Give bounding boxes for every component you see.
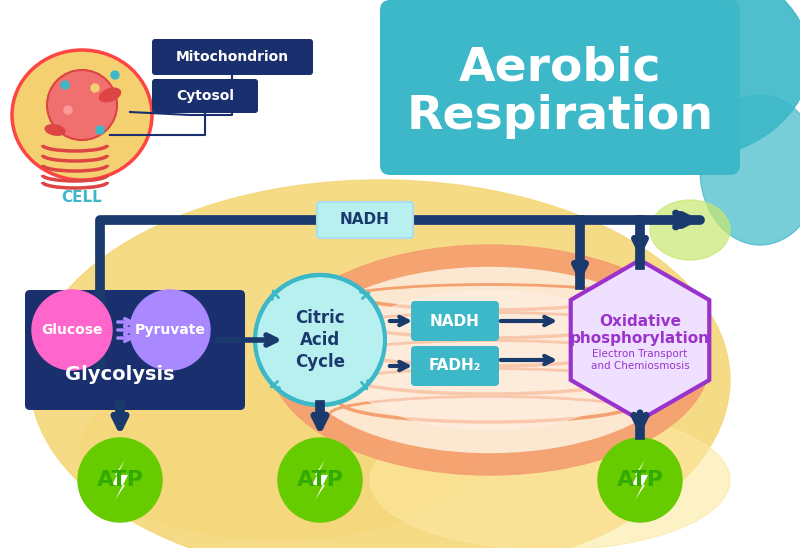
FancyBboxPatch shape bbox=[411, 346, 499, 386]
Ellipse shape bbox=[80, 360, 480, 540]
FancyBboxPatch shape bbox=[25, 290, 245, 410]
FancyBboxPatch shape bbox=[152, 39, 313, 75]
Text: Electron Transport
and Chemiosmosis: Electron Transport and Chemiosmosis bbox=[590, 349, 690, 371]
Circle shape bbox=[64, 106, 72, 114]
Text: NADH: NADH bbox=[340, 213, 390, 227]
Circle shape bbox=[91, 84, 99, 92]
FancyArrowPatch shape bbox=[271, 381, 279, 388]
FancyArrowPatch shape bbox=[361, 292, 369, 299]
Ellipse shape bbox=[45, 125, 65, 135]
Text: FADH₂: FADH₂ bbox=[429, 358, 481, 374]
Circle shape bbox=[598, 438, 682, 522]
Text: Mitochondrion: Mitochondrion bbox=[175, 50, 289, 64]
FancyArrowPatch shape bbox=[362, 380, 368, 389]
FancyBboxPatch shape bbox=[317, 202, 413, 238]
FancyArrowPatch shape bbox=[272, 291, 278, 300]
Text: Glucose: Glucose bbox=[42, 323, 102, 337]
Polygon shape bbox=[312, 460, 328, 500]
Circle shape bbox=[130, 290, 210, 370]
Ellipse shape bbox=[270, 245, 710, 475]
Circle shape bbox=[78, 438, 162, 522]
Ellipse shape bbox=[650, 200, 730, 260]
Ellipse shape bbox=[99, 88, 121, 102]
Ellipse shape bbox=[370, 410, 730, 548]
Circle shape bbox=[61, 81, 69, 89]
Polygon shape bbox=[570, 260, 710, 420]
Ellipse shape bbox=[295, 267, 685, 453]
Text: Glycolysis: Glycolysis bbox=[65, 366, 175, 385]
Text: ATP: ATP bbox=[297, 470, 343, 490]
Text: ATP: ATP bbox=[97, 470, 143, 490]
Circle shape bbox=[96, 126, 104, 134]
Circle shape bbox=[47, 70, 117, 140]
Ellipse shape bbox=[30, 180, 730, 548]
Circle shape bbox=[278, 438, 362, 522]
Ellipse shape bbox=[700, 95, 800, 245]
Text: CELL: CELL bbox=[62, 190, 102, 204]
Ellipse shape bbox=[340, 290, 640, 430]
Text: ATP: ATP bbox=[617, 470, 663, 490]
Text: Citric
Acid
Cycle: Citric Acid Cycle bbox=[295, 309, 345, 371]
Polygon shape bbox=[632, 460, 648, 500]
Ellipse shape bbox=[12, 50, 152, 180]
FancyBboxPatch shape bbox=[411, 301, 499, 341]
Text: Pyruvate: Pyruvate bbox=[134, 323, 206, 337]
Polygon shape bbox=[112, 460, 128, 500]
Ellipse shape bbox=[550, 0, 800, 160]
Circle shape bbox=[32, 290, 112, 370]
Text: Aerobic
Respiration: Aerobic Respiration bbox=[406, 45, 714, 139]
Text: Cytosol: Cytosol bbox=[176, 89, 234, 103]
Text: Oxidative
phosphorylation: Oxidative phosphorylation bbox=[570, 314, 710, 346]
Text: NADH: NADH bbox=[430, 313, 480, 328]
Circle shape bbox=[111, 71, 119, 79]
FancyBboxPatch shape bbox=[380, 0, 740, 175]
FancyBboxPatch shape bbox=[152, 79, 258, 113]
Circle shape bbox=[255, 275, 385, 405]
